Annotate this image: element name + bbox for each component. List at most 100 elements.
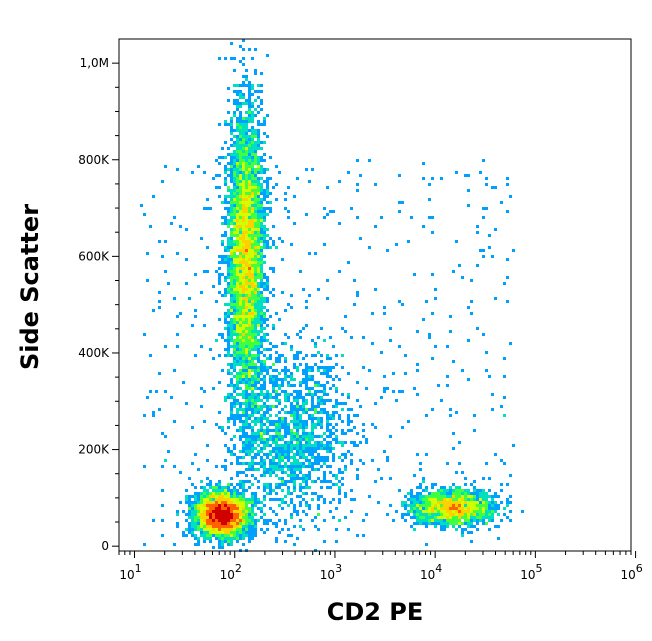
event-density-cell bbox=[311, 417, 314, 420]
event-density-cell bbox=[398, 390, 401, 393]
event-density-cell bbox=[260, 408, 263, 411]
event-density-cell bbox=[248, 375, 251, 378]
event-density-cell bbox=[236, 93, 239, 96]
event-density-cell bbox=[305, 369, 308, 372]
event-density-cell bbox=[203, 390, 206, 393]
event-density-cell bbox=[245, 309, 248, 312]
event-density-cell bbox=[254, 114, 257, 117]
event-density-cell bbox=[287, 426, 290, 429]
event-density-cell bbox=[248, 342, 251, 345]
event-density-cell bbox=[245, 144, 248, 147]
event-density-cell bbox=[293, 426, 296, 429]
event-density-cell bbox=[467, 189, 470, 192]
event-density-cell bbox=[419, 501, 422, 504]
event-density-cell bbox=[206, 477, 209, 480]
event-density-cell bbox=[275, 423, 278, 426]
event-density-cell bbox=[320, 465, 323, 468]
event-density-cell bbox=[230, 510, 233, 513]
event-density-cell bbox=[290, 471, 293, 474]
event-density-cell bbox=[245, 153, 248, 156]
event-density-cell bbox=[290, 444, 293, 447]
event-density-cell bbox=[152, 411, 155, 414]
event-density-cell bbox=[233, 234, 236, 237]
event-density-cell bbox=[224, 195, 227, 198]
event-density-cell bbox=[290, 378, 293, 381]
event-density-cell bbox=[326, 372, 329, 375]
event-density-cell bbox=[263, 441, 266, 444]
event-density-cell bbox=[251, 303, 254, 306]
event-density-cell bbox=[230, 402, 233, 405]
event-density-cell bbox=[245, 444, 248, 447]
event-density-cell bbox=[260, 528, 263, 531]
event-density-cell bbox=[215, 489, 218, 492]
event-density-cell bbox=[269, 483, 272, 486]
event-density-cell bbox=[443, 486, 446, 489]
event-density-cell bbox=[338, 270, 341, 273]
event-density-cell bbox=[221, 333, 224, 336]
event-density-cell bbox=[233, 495, 236, 498]
event-density-cell bbox=[263, 360, 266, 363]
event-density-cell bbox=[236, 222, 239, 225]
event-density-cell bbox=[254, 345, 257, 348]
event-density-cell bbox=[464, 477, 467, 480]
event-density-cell bbox=[353, 441, 356, 444]
event-density-cell bbox=[326, 186, 329, 189]
event-density-cell bbox=[308, 366, 311, 369]
event-density-cell bbox=[248, 273, 251, 276]
event-density-cell bbox=[233, 144, 236, 147]
event-density-cell bbox=[242, 372, 245, 375]
event-density-cell bbox=[308, 417, 311, 420]
event-density-cell bbox=[233, 114, 236, 117]
event-density-cell bbox=[503, 513, 506, 516]
event-density-cell bbox=[248, 498, 251, 501]
event-density-cell bbox=[368, 159, 371, 162]
event-density-cell bbox=[218, 354, 221, 357]
event-density-cell bbox=[269, 471, 272, 474]
event-density-cell bbox=[251, 354, 254, 357]
event-density-cell bbox=[482, 477, 485, 480]
event-density-cell bbox=[236, 321, 239, 324]
event-density-cell bbox=[509, 474, 512, 477]
event-density-cell bbox=[470, 531, 473, 534]
event-density-cell bbox=[221, 519, 224, 522]
event-density-cell bbox=[227, 264, 230, 267]
event-density-cell bbox=[431, 357, 434, 360]
event-density-cell bbox=[257, 285, 260, 288]
event-density-cell bbox=[215, 423, 218, 426]
event-density-cell bbox=[401, 201, 404, 204]
event-density-cell bbox=[233, 180, 236, 183]
event-density-cell bbox=[233, 366, 236, 369]
event-density-cell bbox=[269, 486, 272, 489]
event-density-cell bbox=[398, 300, 401, 303]
event-density-cell bbox=[239, 378, 242, 381]
event-density-cell bbox=[260, 204, 263, 207]
event-density-cell bbox=[296, 417, 299, 420]
event-density-cell bbox=[275, 465, 278, 468]
event-density-cell bbox=[485, 501, 488, 504]
event-density-cell bbox=[281, 468, 284, 471]
event-density-cell bbox=[494, 453, 497, 456]
event-density-cell bbox=[455, 495, 458, 498]
event-density-cell bbox=[248, 261, 251, 264]
event-density-cell bbox=[251, 189, 254, 192]
event-density-cell bbox=[323, 372, 326, 375]
event-density-cell bbox=[257, 171, 260, 174]
event-density-cell bbox=[269, 393, 272, 396]
event-density-cell bbox=[245, 324, 248, 327]
event-density-cell bbox=[239, 225, 242, 228]
event-density-cell bbox=[263, 180, 266, 183]
event-density-cell bbox=[275, 435, 278, 438]
event-density-cell bbox=[248, 252, 251, 255]
event-density-cell bbox=[248, 387, 251, 390]
event-density-cell bbox=[311, 444, 314, 447]
event-density-cell bbox=[440, 510, 443, 513]
event-density-cell bbox=[248, 162, 251, 165]
event-density-cell bbox=[314, 450, 317, 453]
event-density-cell bbox=[317, 504, 320, 507]
event-density-cell bbox=[308, 465, 311, 468]
event-density-cell bbox=[293, 417, 296, 420]
event-density-cell bbox=[263, 348, 266, 351]
event-density-cell bbox=[263, 513, 266, 516]
event-density-cell bbox=[464, 504, 467, 507]
